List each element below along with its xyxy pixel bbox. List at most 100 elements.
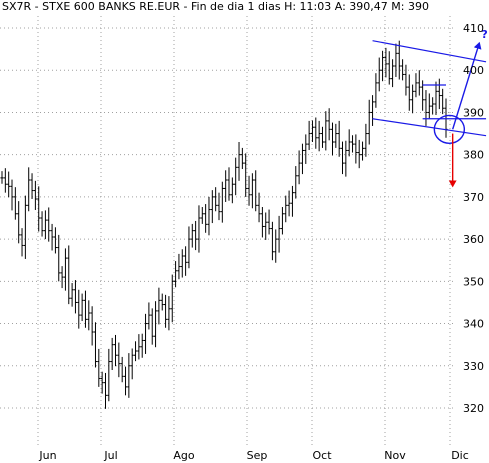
price-bar xyxy=(207,196,211,236)
price-bar xyxy=(113,334,118,367)
price-bar xyxy=(244,153,248,197)
price-bar xyxy=(220,181,224,223)
price-bar xyxy=(150,308,154,345)
price-bar xyxy=(280,207,285,235)
price-bar xyxy=(227,167,231,201)
question-mark: ? xyxy=(481,28,487,41)
price-bar xyxy=(70,283,74,307)
price-bar xyxy=(284,195,288,223)
y-tick-label: 410 xyxy=(463,22,484,35)
price-bar xyxy=(434,81,438,115)
price-bar xyxy=(240,147,244,170)
price-bar xyxy=(327,108,331,141)
price-bar xyxy=(297,150,301,185)
price-bar xyxy=(287,190,291,217)
y-tick-label: 340 xyxy=(463,318,484,331)
price-bar xyxy=(103,372,108,409)
price-bar xyxy=(93,322,98,368)
price-bar xyxy=(177,253,181,280)
price-bar xyxy=(184,246,188,276)
price-bar xyxy=(194,220,198,251)
price-bar xyxy=(390,59,395,88)
price-bar xyxy=(190,223,194,248)
price-bar xyxy=(330,122,335,156)
price-bar xyxy=(83,290,88,328)
price-bar xyxy=(294,166,298,199)
price-bar xyxy=(210,190,214,224)
price-bar xyxy=(407,74,411,111)
price-bar xyxy=(200,207,204,224)
price-bar xyxy=(237,142,241,181)
price-bar xyxy=(13,187,17,220)
price-bar xyxy=(317,120,321,152)
price-bar xyxy=(290,185,295,217)
price-bar xyxy=(77,289,81,329)
price-bar xyxy=(411,84,415,114)
price-bar xyxy=(63,248,68,291)
price-bar xyxy=(120,356,124,383)
price-bar xyxy=(337,120,341,157)
price-bar xyxy=(80,293,84,322)
y-tick-label: 390 xyxy=(463,106,484,119)
price-bar xyxy=(160,293,164,311)
price-bar xyxy=(397,40,401,80)
price-bar xyxy=(377,57,381,92)
price-bar xyxy=(354,134,358,164)
price-bar xyxy=(217,192,221,221)
price-bar xyxy=(254,170,258,212)
price-bar xyxy=(143,313,148,354)
header-background xyxy=(0,0,489,12)
price-bar xyxy=(357,139,361,169)
price-bar xyxy=(247,175,251,206)
price-bar xyxy=(234,157,238,196)
price-bar xyxy=(350,135,355,153)
trendline xyxy=(372,40,487,63)
y-tick-label: 370 xyxy=(463,191,484,204)
price-bars xyxy=(0,40,448,409)
price-bar xyxy=(107,348,111,402)
price-bar xyxy=(374,73,378,108)
price-bar xyxy=(344,140,348,177)
x-tick-label: Sep xyxy=(247,449,268,462)
y-tick-label: 330 xyxy=(463,360,484,373)
price-bar xyxy=(97,348,101,387)
x-tick-label: Oct xyxy=(312,449,332,462)
price-bar xyxy=(277,215,281,253)
price-bar xyxy=(0,171,4,184)
price-bar xyxy=(367,99,371,145)
price-bar xyxy=(163,294,168,328)
price-bar xyxy=(431,97,435,115)
price-bar xyxy=(204,204,208,233)
price-bar xyxy=(50,223,54,251)
price-bar xyxy=(180,249,184,278)
price-bar xyxy=(304,134,308,164)
price-bar xyxy=(197,205,201,253)
price-bar xyxy=(380,50,385,82)
price-bar xyxy=(7,171,11,198)
price-bar xyxy=(310,120,315,142)
price-bar xyxy=(384,47,388,78)
price-bar xyxy=(87,300,91,331)
price-bar xyxy=(270,221,275,261)
price-bar xyxy=(307,120,311,151)
y-axis-labels: 320 330 340 350 360 370 380 390 400 410 xyxy=(463,22,484,415)
price-bar xyxy=(40,211,44,237)
price-bar xyxy=(90,306,94,346)
price-bar xyxy=(17,201,21,244)
price-bar xyxy=(437,78,441,110)
y-tick-label: 350 xyxy=(463,275,484,288)
price-bar xyxy=(300,143,305,175)
x-tick-label: Jun xyxy=(38,449,56,462)
price-bar xyxy=(320,126,325,148)
trendline xyxy=(372,118,487,137)
price-bar xyxy=(110,337,114,370)
price-bar xyxy=(414,73,418,98)
x-axis-labels: Jun Jul Ago Sep Oct Nov Dic xyxy=(38,449,468,462)
price-bar xyxy=(387,51,391,85)
price-bar xyxy=(133,341,138,362)
trend-annotations: ? xyxy=(372,28,488,188)
price-bar xyxy=(137,334,141,360)
price-bar xyxy=(33,180,37,210)
x-tick-label: Jul xyxy=(103,449,117,462)
x-tick-label: Ago xyxy=(173,449,195,462)
